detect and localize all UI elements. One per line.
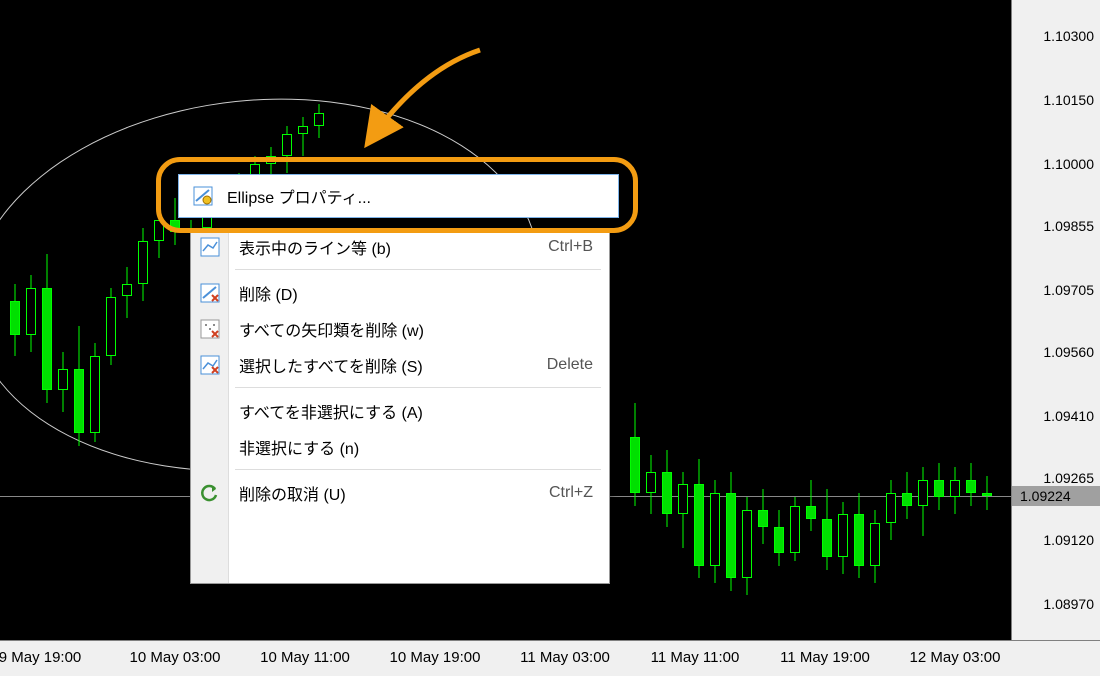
y-tick-label: 1.09705 xyxy=(1043,282,1094,298)
delete-arrows-icon xyxy=(200,319,220,339)
menu-item-shortcut: Delete xyxy=(547,356,593,374)
menu-item-label: すべてを非選択にする (A) xyxy=(239,399,423,423)
y-axis: 1.10300 1.10150 1.10000 1.09855 1.09705 1.095… xyxy=(1011,0,1100,640)
y-tick-label: 1.10000 xyxy=(1043,156,1094,172)
menu-item-shortcut: Ctrl+Z xyxy=(549,484,593,502)
x-tick-label: 10 May 19:00 xyxy=(390,649,481,666)
x-tick-label: 10 May 03:00 xyxy=(130,649,221,666)
x-tick-label: 9 May 19:00 xyxy=(0,649,81,666)
undo-icon xyxy=(200,483,220,503)
y-tick-label: 1.10300 xyxy=(1043,28,1094,44)
x-tick-label: 10 May 11:00 xyxy=(260,649,350,666)
ellipse-properties-icon xyxy=(193,186,213,206)
menu-item[interactable]: 削除の取消 (U) Ctrl+Z xyxy=(191,475,609,511)
menu-item-label: Ellipse プロパティ... xyxy=(227,184,371,208)
y-tick-label: 1.09120 xyxy=(1043,532,1094,548)
menu-item[interactable]: すべてを非選択にする (A) xyxy=(191,393,609,429)
menu-item-label: 削除の取消 (U) xyxy=(239,481,346,505)
menu-item[interactable]: 表示中のライン等 (b) Ctrl+B xyxy=(191,229,609,265)
menu-item[interactable]: すべての矢印類を削除 (w) xyxy=(191,311,609,347)
x-tick-label: 11 May 03:00 xyxy=(520,649,610,666)
menu-separator xyxy=(191,383,609,393)
y-tick-label: 1.08970 xyxy=(1043,596,1094,612)
x-axis: 9 May 19:00 10 May 03:00 10 May 11:00 10 Ma… xyxy=(0,640,1100,676)
menu-item[interactable]: 非選択にする (n) xyxy=(191,429,609,465)
y-tick-label: 1.09560 xyxy=(1043,344,1094,360)
y-tick-label: 1.09855 xyxy=(1043,218,1094,234)
menu-item[interactable]: 削除 (D) xyxy=(191,275,609,311)
y-tick-label: 1.09265 xyxy=(1043,470,1094,486)
menu-item-label: 削除 (D) xyxy=(239,281,298,305)
menu-item-label: 選択したすべてを削除 (S) xyxy=(239,353,423,377)
menu-separator xyxy=(191,265,609,275)
delete-icon xyxy=(200,283,220,303)
x-tick-label: 12 May 03:00 xyxy=(910,649,1001,666)
menu-item-shortcut: Ctrl+B xyxy=(548,238,593,256)
delete-selected-icon xyxy=(200,355,220,375)
context-menu[interactable]: 表示中のライン等 (b) Ctrl+B 削除 (D) すべての矢印類を削除 (w) 選択… xyxy=(190,228,610,584)
menu-item-label: 表示中のライン等 (b) xyxy=(239,235,391,259)
y-tick-label: 1.09410 xyxy=(1043,408,1094,424)
x-tick-label: 11 May 11:00 xyxy=(651,649,740,666)
menu-item[interactable]: 選択したすべてを削除 (S) Delete xyxy=(191,347,609,383)
menu-item-label: すべての矢印類を削除 (w) xyxy=(239,317,424,341)
menu-separator xyxy=(191,465,609,475)
current-price-tag: 1.09224 xyxy=(1012,486,1100,506)
y-tick-label: 1.10150 xyxy=(1043,92,1094,108)
chart-gear-icon xyxy=(200,237,220,257)
x-tick-label: 11 May 19:00 xyxy=(780,649,870,666)
menu-item-label: 非選択にする (n) xyxy=(239,435,359,459)
menu-item-ellipse-properties[interactable]: Ellipse プロパティ... xyxy=(178,174,619,218)
